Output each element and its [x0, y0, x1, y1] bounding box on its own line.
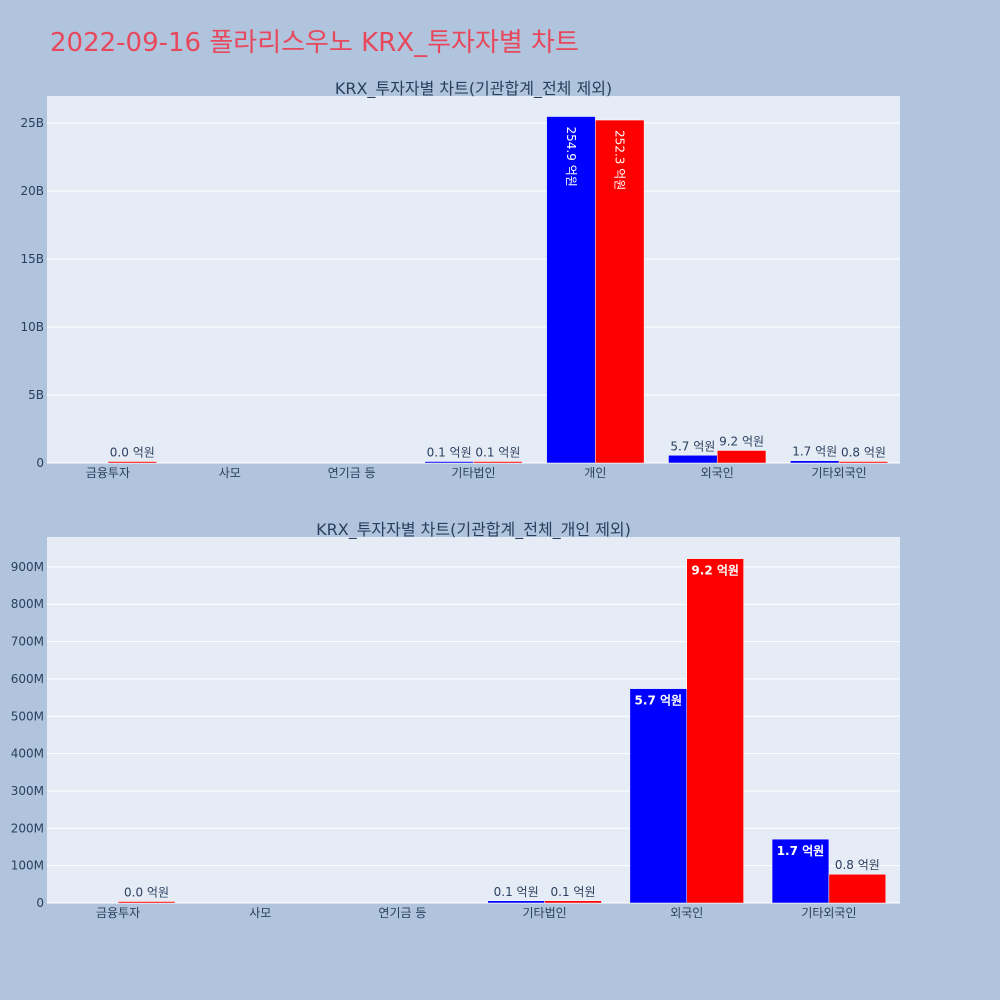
data-label: 1.7 억원: [777, 844, 825, 858]
x-tick-label: 기타외국인: [811, 466, 866, 480]
x-tick-label: 외국인: [701, 466, 734, 480]
y-tick-label: 20B: [20, 184, 44, 198]
y-tick-label: 800M: [11, 597, 44, 611]
y-tick-label: 0: [36, 456, 44, 470]
x-tick-label: 연기금 등: [328, 466, 376, 480]
data-label: 252.3 억원: [613, 130, 627, 190]
x-tick-label: 외국인: [670, 906, 703, 920]
x-tick-label: 사모: [249, 906, 271, 920]
bar: [668, 455, 718, 464]
x-tick-label: 연기금 등: [378, 906, 426, 920]
x-tick-label: 금융투자: [86, 466, 130, 480]
x-tick-label: 기타외국인: [801, 906, 856, 920]
data-label: 0.1 억원: [494, 885, 539, 899]
data-label: 0.8 억원: [841, 446, 886, 460]
bar: [424, 461, 474, 464]
y-tick-label: 300M: [11, 784, 44, 798]
y-tick-label: 200M: [11, 821, 44, 835]
data-label: 5.7 억원: [635, 694, 683, 708]
data-label: 0.1 억원: [427, 446, 472, 460]
chart-title-1: KRX_투자자별 차트(기관합계_전체 제외): [335, 79, 612, 99]
bar: [595, 119, 645, 464]
bar: [686, 558, 744, 904]
bar: [117, 901, 176, 904]
x-tick-label: 사모: [219, 466, 241, 480]
page-title: 2022-09-16 폴라리스우노 KRX_투자자별 차트: [50, 28, 579, 58]
x-tick-label: 금융투자: [96, 906, 140, 920]
bar: [487, 900, 545, 904]
bar: [544, 900, 602, 904]
bar: [629, 688, 688, 904]
data-label: 0.1 억원: [475, 446, 520, 460]
plot-area-1: [47, 96, 900, 463]
bar: [828, 873, 887, 904]
bar: [790, 460, 840, 464]
data-label: 254.9 억원: [564, 127, 578, 187]
y-tick-label: 15B: [20, 252, 44, 266]
x-tick-label: 기타법인: [522, 906, 566, 920]
plot-area-2: [47, 537, 900, 903]
data-label: 1.7 억원: [792, 445, 837, 459]
data-label: 0.1 억원: [551, 885, 596, 899]
data-label: 0.0 억원: [124, 886, 169, 900]
data-label: 0.8 억원: [835, 858, 880, 872]
data-label: 0.0 억원: [110, 446, 155, 460]
y-tick-label: 100M: [11, 859, 44, 873]
x-tick-label: 기타법인: [451, 466, 495, 480]
chart-title-2: KRX_투자자별 차트(기관합계_전체_개인 제외): [316, 520, 631, 540]
data-label: 5.7 억원: [670, 439, 715, 453]
y-tick-label: 10B: [20, 320, 44, 334]
bar: [716, 450, 767, 464]
y-tick-label: 25B: [20, 116, 44, 130]
bar: [771, 838, 830, 904]
data-label: 9.2 억원: [719, 434, 764, 448]
y-tick-label: 5B: [28, 388, 44, 402]
y-tick-label: 400M: [11, 747, 44, 761]
y-tick-label: 500M: [11, 709, 44, 723]
bar: [473, 461, 523, 464]
y-tick-label: 900M: [11, 560, 44, 574]
bar: [838, 461, 889, 464]
x-tick-label: 개인: [584, 466, 606, 480]
y-tick-label: 0: [36, 896, 44, 910]
y-tick-label: 600M: [11, 672, 44, 686]
bar: [107, 461, 157, 464]
data-label: 9.2 억원: [691, 564, 739, 578]
y-tick-label: 700M: [11, 635, 44, 649]
